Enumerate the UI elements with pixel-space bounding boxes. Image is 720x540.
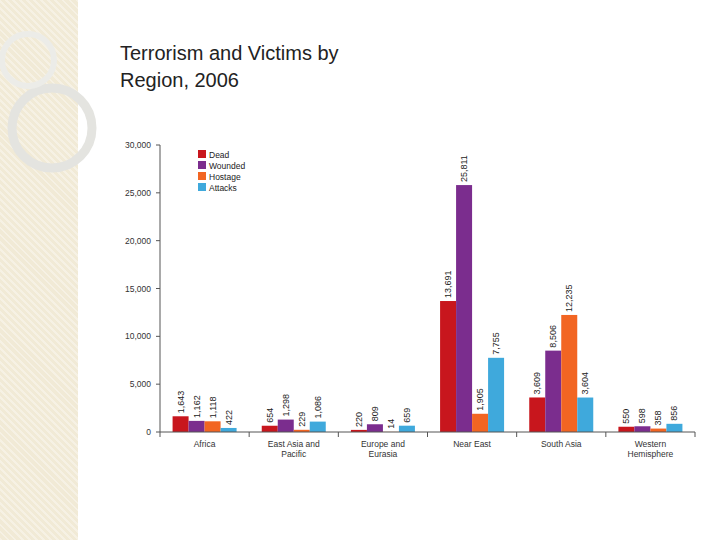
data-label: 654 xyxy=(265,408,275,423)
data-label: 659 xyxy=(402,408,412,423)
category-tick xyxy=(605,432,606,437)
y-tick xyxy=(156,288,160,289)
data-label: 1,086 xyxy=(313,396,323,419)
y-axis xyxy=(160,145,161,432)
data-label: 7,755 xyxy=(491,332,501,355)
legend-swatch xyxy=(198,150,206,158)
y-tick-label: 10,000 xyxy=(125,331,151,341)
data-label: 422 xyxy=(224,410,234,425)
bars xyxy=(173,185,683,432)
bar xyxy=(577,398,593,432)
bar xyxy=(399,426,415,432)
category-tick xyxy=(249,432,250,437)
data-label: 12,235 xyxy=(564,284,574,312)
bar xyxy=(545,351,561,432)
x-tick-label: Africa xyxy=(194,439,216,449)
data-label: 856 xyxy=(669,406,679,421)
bar xyxy=(634,426,650,432)
y-tick xyxy=(156,145,160,146)
bar xyxy=(221,428,237,432)
x-tick-label: South Asia xyxy=(541,439,582,449)
data-label: 1,298 xyxy=(281,394,291,417)
y-tick xyxy=(156,432,160,433)
bar xyxy=(561,315,577,432)
data-label: 3,604 xyxy=(580,372,590,395)
bar xyxy=(189,421,205,432)
category-tick xyxy=(427,432,428,437)
data-label: 8,506 xyxy=(548,325,558,348)
data-label: 1,905 xyxy=(475,388,485,411)
data-label: 220 xyxy=(354,412,364,427)
y-tick xyxy=(156,240,160,241)
deco-ring xyxy=(2,34,54,86)
bar xyxy=(310,422,326,432)
chart: 0 5,000 10,000 15,000 20,000 25,000 30,000 1,64… xyxy=(0,0,720,540)
y-tick-label: 30,000 xyxy=(125,140,151,150)
legend-label: Wounded xyxy=(209,161,246,171)
y-tick xyxy=(156,384,160,385)
data-label: 14 xyxy=(386,419,396,429)
data-label: 1,643 xyxy=(176,391,186,414)
data-label: 550 xyxy=(621,409,631,424)
deco-ring xyxy=(12,88,92,168)
bar xyxy=(666,424,682,432)
legend: DeadWoundedHostageAttacks xyxy=(198,150,246,193)
bar xyxy=(456,185,472,432)
data-label: 598 xyxy=(637,408,647,423)
data-label: 1,162 xyxy=(192,395,202,418)
bar xyxy=(278,420,294,432)
category-tick xyxy=(338,432,339,437)
data-label: 229 xyxy=(297,412,307,427)
legend-label: Dead xyxy=(209,150,230,160)
bar xyxy=(472,414,488,432)
data-label: 3,609 xyxy=(532,372,542,395)
y-tick xyxy=(156,336,160,337)
data-label: 25,811 xyxy=(459,155,469,182)
category-tick xyxy=(695,432,696,437)
title: Terrorism and Victims by Region, 2006 xyxy=(120,40,375,94)
bar xyxy=(618,427,634,432)
y-tick xyxy=(156,192,160,193)
bar xyxy=(488,358,504,432)
x-tick-label: Europe andEurasia xyxy=(361,439,405,459)
legend-swatch xyxy=(198,183,206,191)
legend-swatch xyxy=(198,172,206,180)
bar xyxy=(367,424,383,432)
bar xyxy=(650,429,666,432)
bar xyxy=(529,397,545,432)
data-label: 13,691 xyxy=(443,270,453,298)
legend-label: Hostage xyxy=(209,172,241,182)
category-tick xyxy=(160,432,161,437)
legend-swatch xyxy=(198,161,206,169)
category-tick xyxy=(516,432,517,437)
data-label: 358 xyxy=(653,411,663,426)
bar xyxy=(440,301,456,432)
y-tick-label: 25,000 xyxy=(125,188,151,198)
decoration xyxy=(0,0,720,540)
bar xyxy=(173,416,189,432)
bar xyxy=(262,426,278,432)
y-tick-label: 5,000 xyxy=(130,379,152,389)
x-tick-label: Near East xyxy=(453,439,491,449)
y-tick-label: 20,000 xyxy=(125,236,151,246)
data-label: 1,118 xyxy=(208,396,218,418)
legend-label: Attacks xyxy=(209,183,237,193)
y-tick-label: 0 xyxy=(146,427,151,437)
x-tick-label: WesternHemisphere xyxy=(628,439,674,459)
bar xyxy=(205,421,221,432)
data-label: 809 xyxy=(370,406,380,421)
x-tick-label: East Asia andPacific xyxy=(268,439,320,459)
y-tick-label: 15,000 xyxy=(125,284,151,294)
